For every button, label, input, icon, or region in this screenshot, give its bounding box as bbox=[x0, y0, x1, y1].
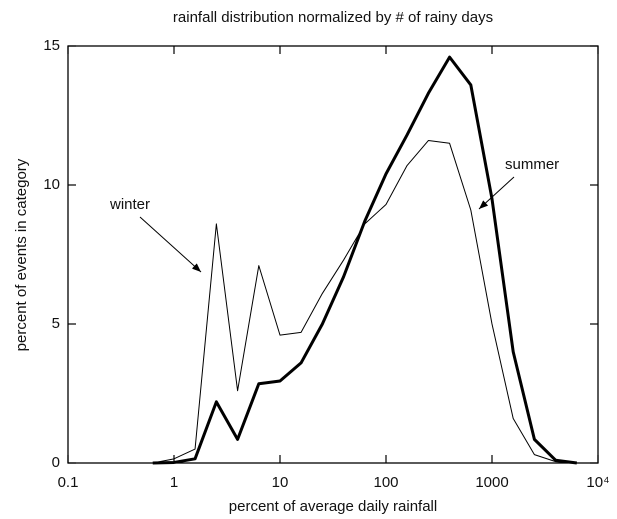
annotation: winter bbox=[109, 196, 150, 213]
annotation-arrow bbox=[478, 176, 515, 210]
x-tick-label: 10 bbox=[272, 474, 289, 491]
y-axis-label: percent of events in category bbox=[13, 158, 30, 351]
x-tick-label: 10⁴ bbox=[586, 474, 609, 491]
chart-title: rainfall distribution normalized by # of… bbox=[173, 9, 493, 26]
x-tick-label: 1000 bbox=[475, 474, 508, 491]
x-tick-label: 1 bbox=[170, 474, 178, 491]
y-tick-label: 10 bbox=[43, 176, 60, 193]
annotation: summer bbox=[505, 156, 559, 173]
x-tick-label: 0.1 bbox=[58, 474, 79, 491]
x-tick-label: 100 bbox=[373, 474, 398, 491]
y-tick-label: 5 bbox=[52, 315, 60, 332]
x-axis-label: percent of average daily rainfall bbox=[229, 498, 437, 515]
series-line bbox=[152, 55, 577, 465]
annotation-arrow bbox=[139, 216, 202, 273]
y-tick-label: 0 bbox=[52, 454, 60, 471]
y-tick-label: 15 bbox=[43, 37, 60, 54]
series-line bbox=[152, 140, 577, 464]
plot-frame bbox=[67, 45, 599, 464]
